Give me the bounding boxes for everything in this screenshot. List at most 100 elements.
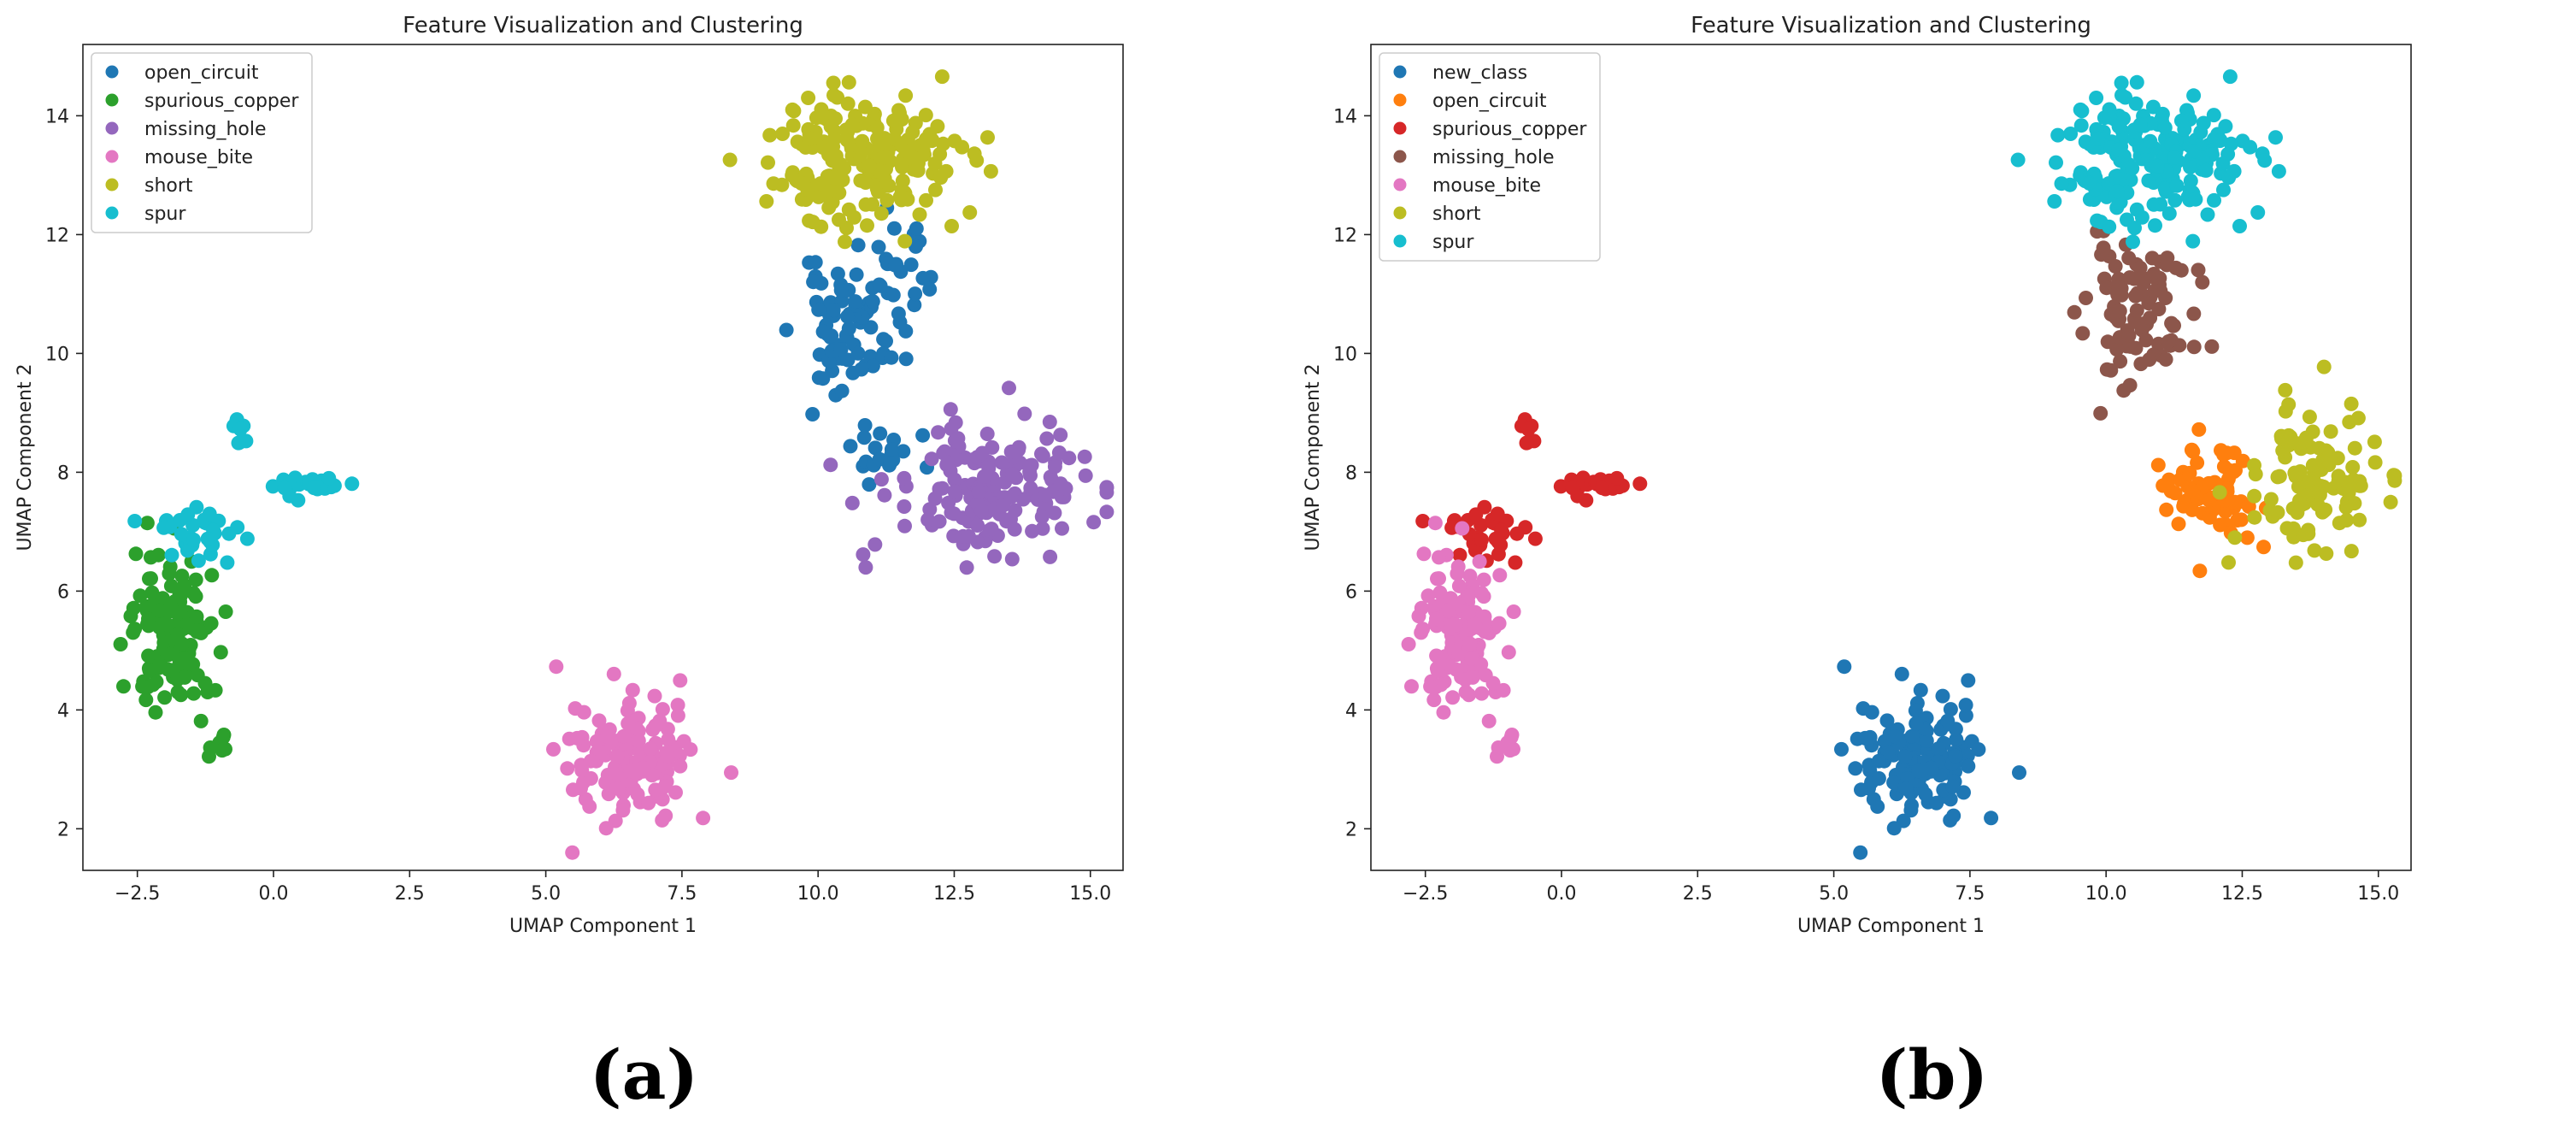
data-point-spur: [2129, 202, 2144, 217]
data-point-missing_hole: [1039, 431, 1055, 446]
data-point-short: [853, 173, 868, 188]
data-point-missing_hole: [2075, 326, 2091, 341]
data-point-spur: [2111, 195, 2126, 210]
data-point-missing_hole: [971, 485, 986, 500]
data-point-short: [897, 233, 913, 249]
data-point-short: [927, 156, 943, 171]
data-point-spur: [2132, 117, 2148, 133]
data-point-spur: [2063, 127, 2079, 141]
data-point-missing_hole: [2158, 351, 2173, 367]
data-point-mouse_bite: [641, 795, 656, 811]
data-point-open_circuit: [903, 257, 919, 273]
data-point-new_class: [1949, 732, 1964, 747]
legend: open_circuit spurious_copper missing_holem…: [91, 52, 313, 233]
data-point-open_circuit: [849, 267, 864, 282]
data-point-spur: [2173, 113, 2189, 128]
data-point-spurious_copper: [174, 569, 190, 584]
x-tick-label: 15.0: [2357, 883, 2399, 905]
data-point-open_circuit: [841, 321, 856, 336]
data-point-spur: [156, 520, 172, 535]
data-point-new_class: [1886, 775, 1902, 790]
data-point-open_circuit: [915, 270, 931, 286]
data-point-missing_hole: [897, 499, 912, 514]
x-tick-label: 12.5: [933, 883, 975, 905]
data-point-mouse_bite: [615, 803, 631, 818]
data-point-mouse_bite: [598, 821, 614, 836]
data-point-new_class: [1956, 785, 1971, 800]
data-point-spurious_copper: [186, 686, 202, 701]
data-point-spurious_copper: [161, 617, 175, 633]
data-point-spurious_copper: [176, 651, 191, 666]
data-point-open_circuit: [922, 281, 938, 297]
data-point-mouse_bite: [591, 713, 607, 728]
data-point-missing_hole: [2173, 262, 2189, 278]
data-point-mouse_bite: [1464, 651, 1479, 666]
data-point-short: [869, 181, 885, 196]
data-point-short: [2347, 440, 2362, 456]
x-tick-label: 10.0: [2085, 883, 2127, 905]
data-point-short: [908, 115, 923, 131]
data-point-spurious_copper: [179, 616, 195, 632]
data-point-short: [814, 219, 829, 234]
data-point-missing_hole: [2128, 288, 2144, 304]
data-point-mouse_bite: [609, 749, 625, 764]
data-point-short: [2352, 478, 2367, 493]
data-point-mouse_bite: [1423, 679, 1438, 694]
data-point-open_circuit: [850, 238, 866, 253]
data-point-spur: [2010, 152, 2026, 168]
y-axis-label: UMAP Component 2: [1303, 363, 1324, 551]
data-point-spur: [2123, 172, 2138, 187]
data-point-spur: [2157, 181, 2173, 196]
data-point-short: [841, 202, 856, 217]
data-point-missing_hole: [2099, 280, 2114, 296]
data-point-spurious_copper: [157, 690, 173, 705]
data-point-mouse_bite: [1506, 604, 1521, 619]
data-point-new_class: [1918, 787, 1933, 802]
data-point-short: [919, 192, 933, 208]
data-point-mouse_bite: [661, 732, 676, 747]
data-point-spur: [2113, 172, 2127, 187]
data-point-spurious_copper: [1452, 547, 1467, 563]
data-point-spur: [220, 555, 235, 570]
data-point-open_circuit: [840, 309, 856, 324]
data-point-spur: [2186, 144, 2202, 159]
data-point-open_circuit: [2216, 447, 2232, 463]
data-point-missing_hole: [877, 487, 892, 503]
data-point-new_class: [1961, 758, 1976, 774]
data-point-mouse_bite: [672, 748, 687, 763]
data-point-mouse_bite: [1416, 546, 1432, 562]
data-point-open_circuit: [873, 426, 888, 441]
data-point-open_circuit: [915, 427, 931, 443]
data-point-short: [873, 206, 889, 221]
data-point-open_circuit: [2202, 492, 2217, 508]
legend-label-open_circuit: open_circuit: [1432, 91, 1547, 112]
data-point-missing_hole: [1099, 480, 1115, 495]
data-point-mouse_bite: [1450, 566, 1465, 581]
data-point-missing_hole: [931, 425, 946, 440]
data-point-short: [912, 207, 927, 222]
data-point-missing_hole: [1034, 510, 1050, 524]
data-point-missing_hole: [947, 472, 962, 487]
x-tick-label: 0.0: [259, 883, 289, 905]
data-point-open_circuit: [806, 274, 821, 290]
data-point-spurious_copper: [1609, 470, 1625, 486]
data-point-missing_hole: [1022, 458, 1038, 474]
scatter-chart-a: Feature Visualization and Clustering −2.5…: [15, 13, 1124, 937]
data-point-spurious_copper: [139, 516, 155, 531]
data-point-new_class: [1911, 763, 1926, 779]
data-point-mouse_bite: [1429, 648, 1444, 663]
data-point-new_class: [1935, 688, 1950, 704]
legend-marker-missing_hole: [1393, 150, 1407, 163]
data-point-short: [838, 234, 852, 250]
data-point-missing_hole: [1004, 489, 1019, 504]
data-point-spur: [2196, 115, 2211, 131]
data-point-short: [918, 108, 933, 123]
data-point-missing_hole: [2094, 247, 2109, 262]
data-point-mouse_bite: [1404, 679, 1419, 694]
data-point-open_circuit: [896, 444, 911, 459]
data-point-spur: [2128, 96, 2144, 111]
legend-label-new_class: new_class: [1432, 62, 1527, 84]
data-point-spur: [180, 507, 196, 522]
data-point-missing_hole: [897, 518, 912, 534]
data-point-spur: [2226, 163, 2242, 179]
